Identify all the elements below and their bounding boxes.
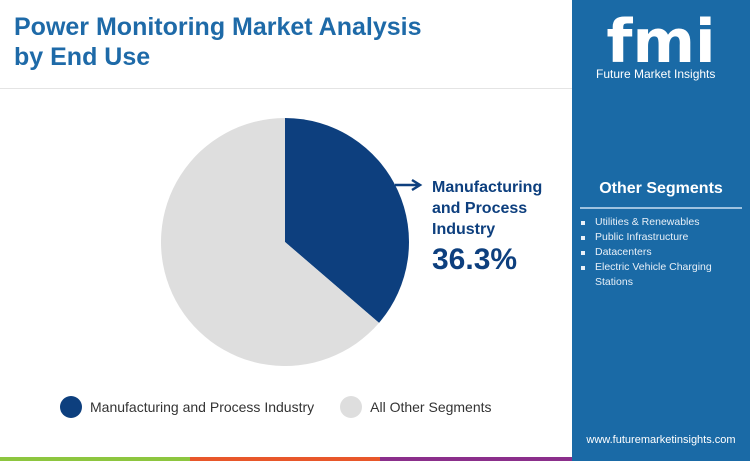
- website-link[interactable]: www.futuremarketinsights.com: [586, 434, 736, 446]
- footer-bar-orange: [190, 457, 380, 461]
- pie-chart: [160, 118, 423, 366]
- footer-bar-purple: [380, 457, 572, 461]
- page-title: Power Monitoring Market Analysis by End …: [14, 13, 422, 71]
- svg-text:fmi: fmi: [606, 8, 715, 68]
- legend: Manufacturing and Process Industry All O…: [60, 396, 492, 418]
- segment-item: Datacenters: [580, 245, 750, 260]
- callout: Manufacturing and Process Industry 36.3%: [432, 177, 562, 280]
- side-panel: [572, 0, 750, 461]
- callout-arrow: [395, 178, 423, 192]
- segment-item: Public Infrastructure: [580, 230, 750, 245]
- segment-item: Utilities & Renewables: [580, 215, 750, 230]
- pie-slice-other: [160, 118, 380, 366]
- other-segments-title: Other Segments: [599, 180, 723, 197]
- legend-swatch-manufacturing: [60, 396, 82, 418]
- fmi-logo: fmi: [606, 8, 715, 68]
- legend-label-manufacturing: Manufacturing and Process Industry: [90, 399, 315, 415]
- callout-value: 36.3%: [432, 243, 518, 276]
- segments-divider: [580, 207, 742, 209]
- footer-bar-green: [0, 457, 190, 461]
- pie-slice-manufacturing: [285, 118, 409, 323]
- brand-name: Future Market Insights: [596, 67, 716, 81]
- other-segments-list: Utilities & Renewables Public Infrastruc…: [580, 215, 750, 290]
- legend-label-other: All Other Segments: [370, 399, 492, 415]
- callout-label: Manufacturing and Process Industry: [432, 179, 543, 238]
- legend-swatch-other: [340, 396, 363, 418]
- divider: [0, 88, 572, 89]
- segment-item: Electric Vehicle Charging Stations: [580, 260, 750, 290]
